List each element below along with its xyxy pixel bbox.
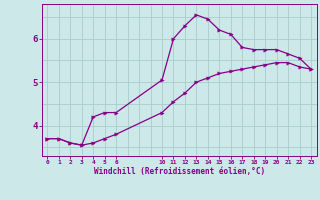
X-axis label: Windchill (Refroidissement éolien,°C): Windchill (Refroidissement éolien,°C) bbox=[94, 167, 265, 176]
